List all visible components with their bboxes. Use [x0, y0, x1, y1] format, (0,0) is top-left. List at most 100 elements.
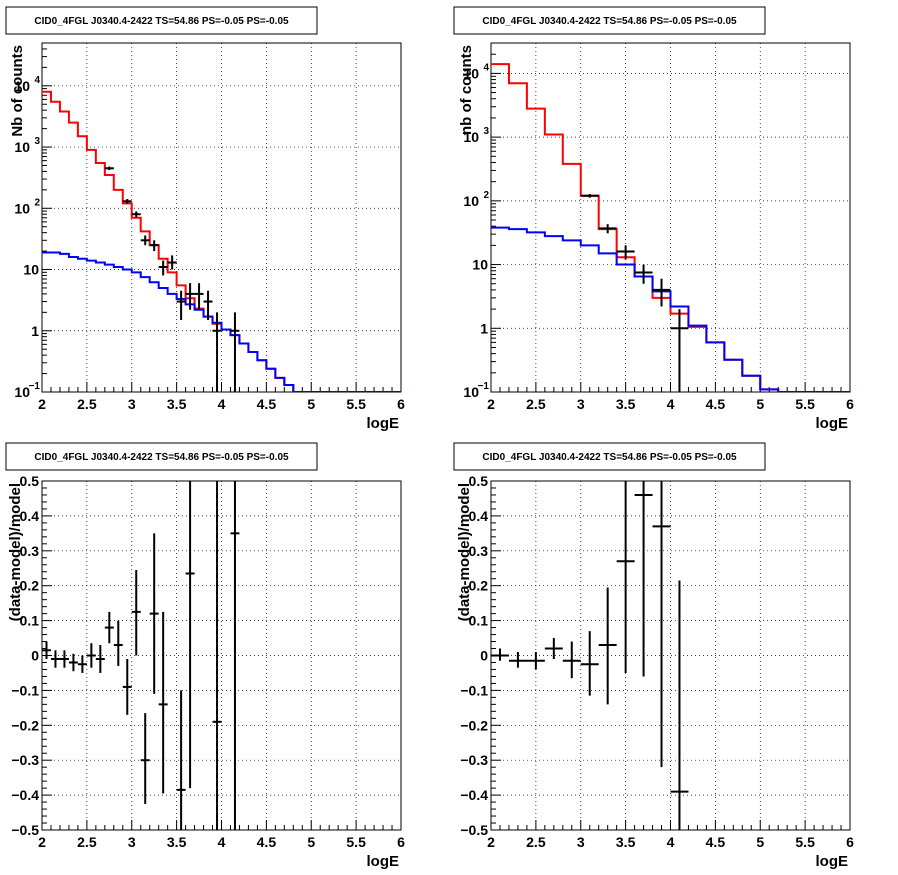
x-tick-label: 6	[397, 834, 405, 850]
y-axis-title: Nb of counts	[9, 45, 26, 137]
data-point	[544, 638, 563, 659]
title-box	[5, 442, 318, 471]
y-tick-label: 10	[463, 65, 479, 81]
x-axis: 2 2.5 3 3.5 4 4.5 5 5.5 6	[38, 820, 405, 850]
x-tick-label: 3	[128, 396, 136, 412]
y-tick-exponent: 4	[34, 75, 40, 86]
y-tick-exponent: −1	[29, 381, 41, 392]
y-tick-label: 10	[472, 257, 488, 273]
x-tick-label: 2	[38, 834, 46, 850]
data-point	[491, 648, 509, 661]
data-point	[580, 194, 599, 198]
x-tick-label: 2.5	[77, 834, 97, 850]
data-point	[122, 658, 132, 715]
data-point	[149, 533, 159, 694]
data-point	[230, 481, 240, 830]
x-tick-label: 4.5	[706, 834, 726, 850]
x-tick-label: 3.5	[616, 834, 636, 850]
data-point	[113, 620, 123, 666]
plot-title: CID0_4FGL J0340.4-2422 TS=54.86 PS=-0.05…	[482, 16, 737, 27]
x-tick-label: 5.5	[346, 834, 366, 850]
x-tick-label: 4	[218, 396, 226, 412]
y-tick-exponent: 3	[483, 126, 489, 137]
data-point	[42, 641, 51, 659]
data-point	[104, 166, 114, 171]
data-point	[212, 312, 222, 392]
data-point	[176, 290, 186, 320]
x-tick-label: 3	[128, 834, 136, 850]
x-tick-label: 3.5	[616, 396, 636, 412]
y-tick-label: 0.5	[469, 473, 489, 489]
grid	[491, 481, 850, 830]
data-point	[634, 481, 653, 677]
data-layer	[491, 481, 689, 830]
data-point	[230, 312, 240, 392]
x-tick-label: 5	[756, 396, 764, 412]
y-axis: −0.5 −0.4 −0.3 −0.2 −0.1 0 0.1 0.2 0.3 0.4 0.5	[460, 473, 501, 838]
y-tick-exponent: 2	[483, 190, 489, 201]
x-tick-label: 5.5	[795, 834, 815, 850]
data-point	[86, 643, 96, 668]
data-layer	[42, 90, 401, 392]
plot-title: CID0_4FGL J0340.4-2422 TS=54.86 PS=-0.05…	[482, 452, 737, 463]
x-tick-label: 6	[397, 396, 405, 412]
y-axis-title: (data-model)/model	[456, 483, 473, 621]
y-tick-label: 10	[14, 384, 30, 400]
y-tick-label: 0	[480, 648, 488, 664]
data-point	[149, 240, 159, 252]
grid	[491, 43, 850, 392]
x-tick-label: 3	[577, 834, 585, 850]
data-point	[122, 198, 132, 204]
y-tick-label: 10	[463, 384, 479, 400]
y-axis: −0.5 −0.4 −0.3 −0.2 −0.1 0 0.1 0.2 0.3 0.4 0.5	[11, 473, 52, 838]
model-total-histogram	[491, 63, 850, 392]
y-tick-label: −0.5	[460, 822, 488, 838]
y-tick-label: 10	[463, 193, 479, 209]
y-tick-label: 0.1	[20, 613, 40, 629]
data-point	[652, 481, 671, 768]
plot-panel-4: 2 2.5 3 3.5 4 4.5 5 5.5 6logE−0.5−0.4−0.3−0.2−0.…	[453, 442, 854, 870]
x-tick-label: 3	[577, 396, 585, 412]
y-tick-exponent: −1	[478, 381, 490, 392]
data-point	[104, 611, 114, 644]
data-point	[508, 652, 527, 668]
data-point	[59, 650, 69, 668]
x-axis: 2 2.5 3 3.5 4 4.5 5 5.5 6	[487, 820, 854, 850]
data-point	[185, 283, 195, 310]
y-tick-label: −0.3	[460, 752, 488, 768]
x-axis-title: logE	[367, 415, 400, 432]
y-tick-exponent: 4	[483, 62, 489, 73]
data-point	[77, 655, 87, 673]
data-point	[95, 645, 105, 673]
y-tick-label: 0.3	[469, 543, 489, 559]
x-tick-label: 2	[38, 396, 46, 412]
x-axis-title: logE	[816, 853, 849, 870]
data-point	[68, 653, 78, 672]
x-tick-label: 2.5	[77, 396, 97, 412]
title-box	[5, 6, 318, 35]
data-point	[526, 652, 545, 670]
y-axis-title: (data-model)/model	[7, 483, 24, 621]
data-point	[158, 611, 168, 794]
y-tick-exponent: 3	[34, 136, 40, 147]
model-background-histogram	[491, 226, 850, 392]
y-tick-label: 0.2	[20, 578, 40, 594]
x-tick-label: 4	[667, 834, 675, 850]
y-tick-label: −0.3	[11, 752, 39, 768]
data-point	[670, 309, 689, 392]
y-tick-label: 0	[31, 648, 39, 664]
data-point	[185, 481, 195, 789]
x-tick-label: 5.5	[795, 396, 815, 412]
data-point	[194, 283, 204, 310]
y-tick-label: 10	[14, 200, 30, 216]
plot-title: CID0_4FGL J0340.4-2422 TS=54.86 PS=-0.05…	[34, 452, 289, 463]
y-tick-label: 0.4	[469, 508, 489, 524]
data-point	[616, 245, 635, 260]
data-point	[50, 650, 60, 668]
y-tick-exponent: 2	[34, 197, 40, 208]
data-point	[203, 290, 213, 320]
y-tick-label: 10	[463, 129, 479, 145]
x-tick-label: 5.5	[346, 396, 366, 412]
